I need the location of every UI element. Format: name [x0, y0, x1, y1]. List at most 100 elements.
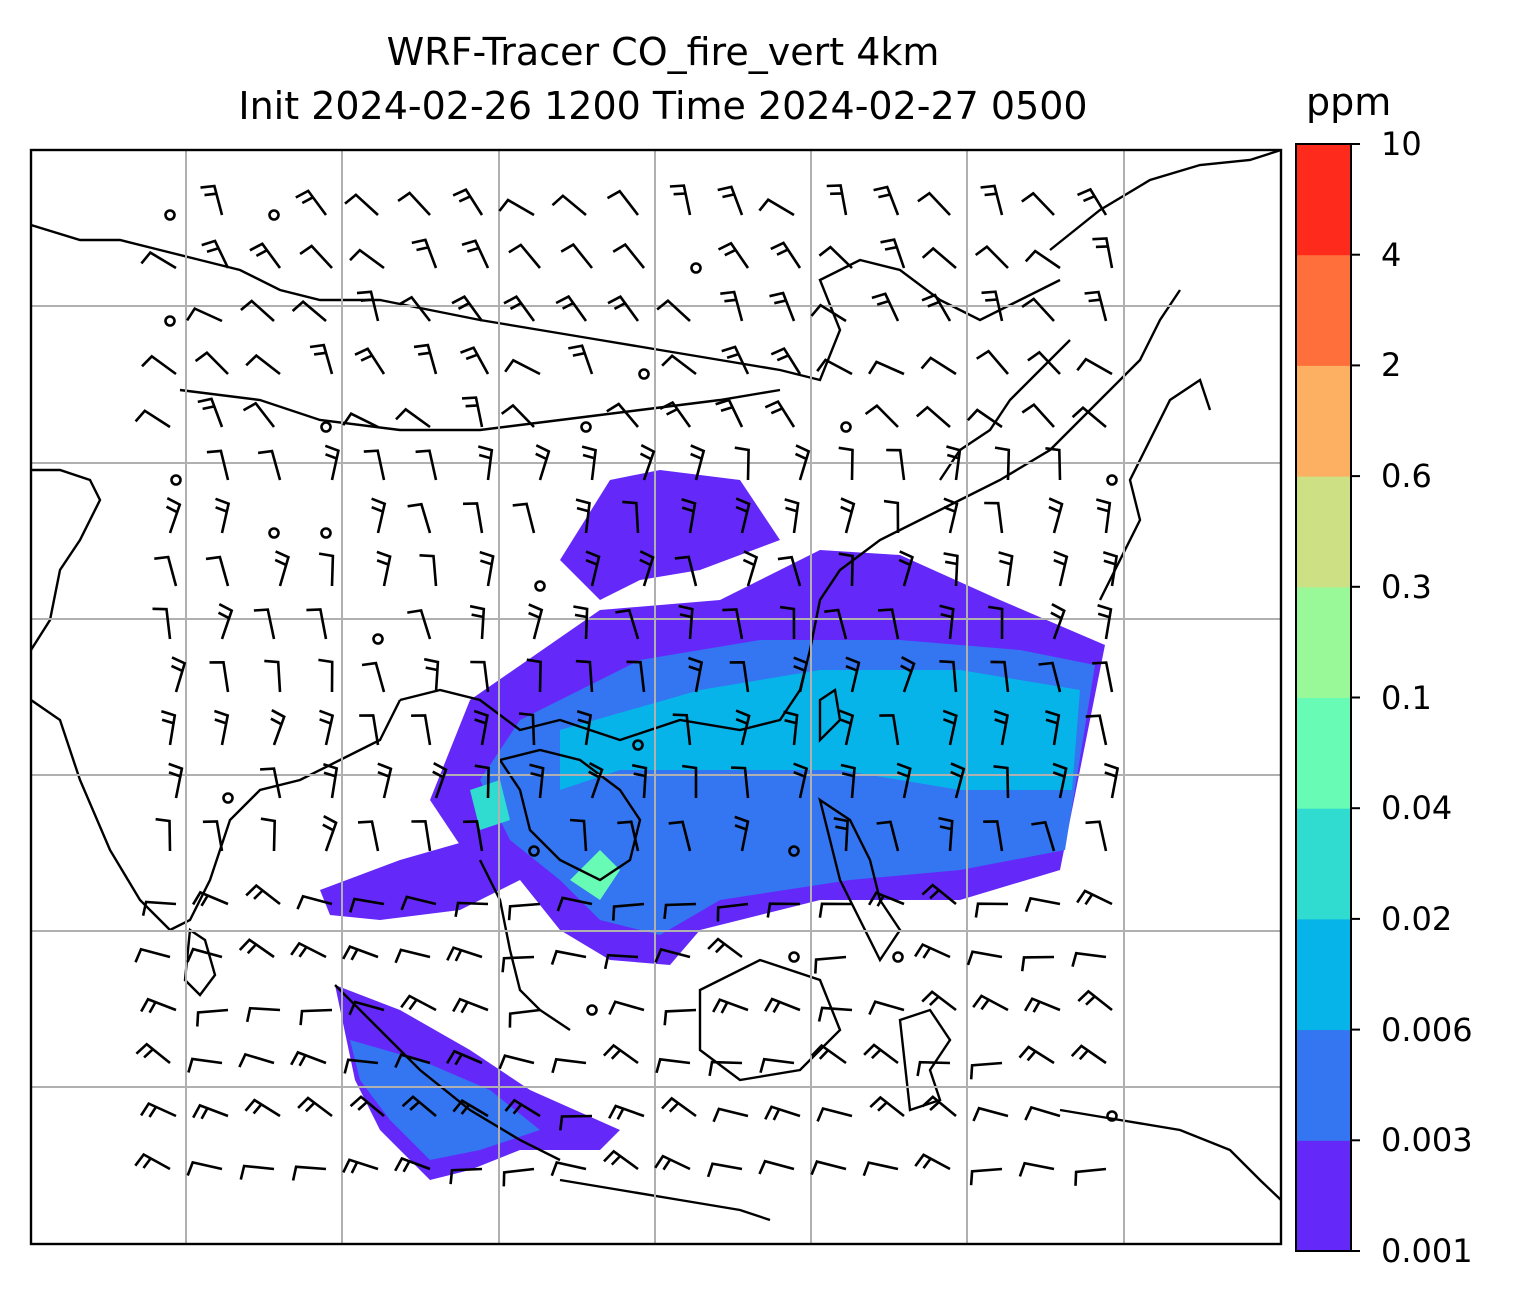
wind-barb — [1071, 951, 1107, 967]
wind-barb — [845, 656, 861, 693]
wind-barb — [981, 290, 1004, 322]
wind-barb — [1076, 357, 1113, 376]
wind-barb — [826, 184, 848, 216]
wind-barb — [342, 944, 379, 961]
wind-barb — [344, 193, 379, 216]
map-frame — [29, 148, 1283, 1246]
wind-barb — [135, 1042, 171, 1065]
wind-barb — [411, 238, 438, 269]
wind-barb — [194, 350, 229, 375]
coast-china-mainland — [399, 289, 1181, 742]
coastlines — [31, 150, 1281, 1222]
wind-barb — [1103, 762, 1120, 799]
wind-barb — [974, 244, 1009, 269]
wind-barb — [413, 343, 438, 375]
wind-barb — [460, 346, 490, 375]
coast-borneo — [698, 958, 842, 1082]
wind-barb — [342, 1158, 379, 1174]
wind-barb — [839, 709, 855, 746]
wind-barb — [206, 449, 230, 481]
wind-barb — [503, 295, 536, 322]
wind-barb — [504, 358, 541, 376]
wind-barb — [1038, 661, 1062, 693]
wind-barb — [663, 902, 697, 920]
wind-barb — [873, 185, 900, 216]
wind-barb — [886, 448, 906, 481]
wind-barb — [612, 242, 646, 269]
wind-barb — [357, 820, 380, 852]
wind-barb — [1085, 714, 1108, 746]
wind-barb — [814, 955, 847, 974]
wind-barb — [186, 306, 223, 323]
wind-barb — [319, 709, 335, 746]
wind-barb — [706, 1162, 743, 1178]
wind-barb — [356, 290, 380, 322]
wind-barb — [661, 354, 697, 376]
wind-barb — [816, 1106, 853, 1122]
wind-barb — [838, 446, 854, 481]
wind-barb — [607, 295, 640, 322]
wind-barb — [348, 897, 385, 913]
wind-barb — [966, 408, 1003, 429]
wind-barb — [343, 1058, 379, 1074]
wind-barb — [155, 817, 172, 852]
coast-srilanka — [183, 927, 217, 997]
wind-barb — [734, 815, 750, 852]
wind-barb — [569, 818, 588, 852]
calm-wind-circle — [632, 739, 644, 751]
wind-barb — [969, 1167, 1003, 1186]
calm-wind-circle — [1106, 474, 1118, 486]
wind-barb — [734, 446, 750, 481]
wind-barb — [606, 402, 639, 428]
calm-wind-circle — [528, 845, 540, 857]
wind-barb — [551, 1057, 587, 1074]
wind-barb — [1031, 820, 1056, 852]
title-line-2: Init 2024-02-26 1200 Time 2024-02-27 050… — [238, 84, 1088, 128]
colorbar-tick-label: 0.3 — [1381, 567, 1432, 606]
wind-barb — [1052, 762, 1068, 799]
wind-barb — [810, 303, 847, 323]
wind-barb — [371, 497, 387, 534]
calm-wind-circle — [320, 421, 332, 433]
calm-wind-circle — [1106, 1110, 1118, 1122]
wind-barb — [876, 820, 900, 852]
wind-barb — [779, 605, 796, 640]
wind-barb — [769, 291, 796, 322]
wind-barb — [654, 947, 691, 963]
gridlines — [31, 150, 1281, 1244]
coast-india — [31, 468, 102, 651]
colorbar — [1295, 143, 1360, 1252]
wind-barb — [395, 407, 431, 429]
coast-kamchatka — [1049, 150, 1281, 251]
wind-barb — [270, 709, 286, 746]
tracer-field — [320, 470, 1105, 1180]
wind-barb — [585, 550, 601, 587]
wind-barb — [840, 497, 856, 534]
wind-barb — [980, 184, 1004, 216]
wind-barb — [868, 1000, 905, 1016]
wind-barb — [720, 290, 744, 322]
wind-barb — [1024, 896, 1061, 913]
wind-barb — [1021, 297, 1055, 322]
wind-barb — [1076, 889, 1113, 906]
wind-barb — [445, 1049, 483, 1066]
wind-barb — [672, 713, 692, 746]
wind-barb — [245, 1006, 281, 1023]
wind-barb — [576, 710, 593, 746]
wind-barb — [529, 763, 545, 799]
wind-barb — [612, 902, 645, 921]
wind-barb — [900, 656, 916, 693]
wind-barb — [134, 409, 171, 429]
colorbar-tick-label: 10 — [1381, 125, 1422, 163]
wind-barb — [349, 1095, 385, 1117]
wind-barb — [140, 250, 177, 270]
wind-barb — [921, 883, 957, 906]
wind-barb — [290, 1050, 327, 1067]
wind-barb — [921, 990, 957, 1012]
wind-barb — [568, 344, 594, 375]
wind-barb — [394, 1053, 431, 1069]
wind-barb — [462, 820, 484, 852]
wind-barb — [400, 994, 437, 1012]
wind-barb — [668, 820, 692, 852]
wind-barb — [1092, 661, 1114, 693]
